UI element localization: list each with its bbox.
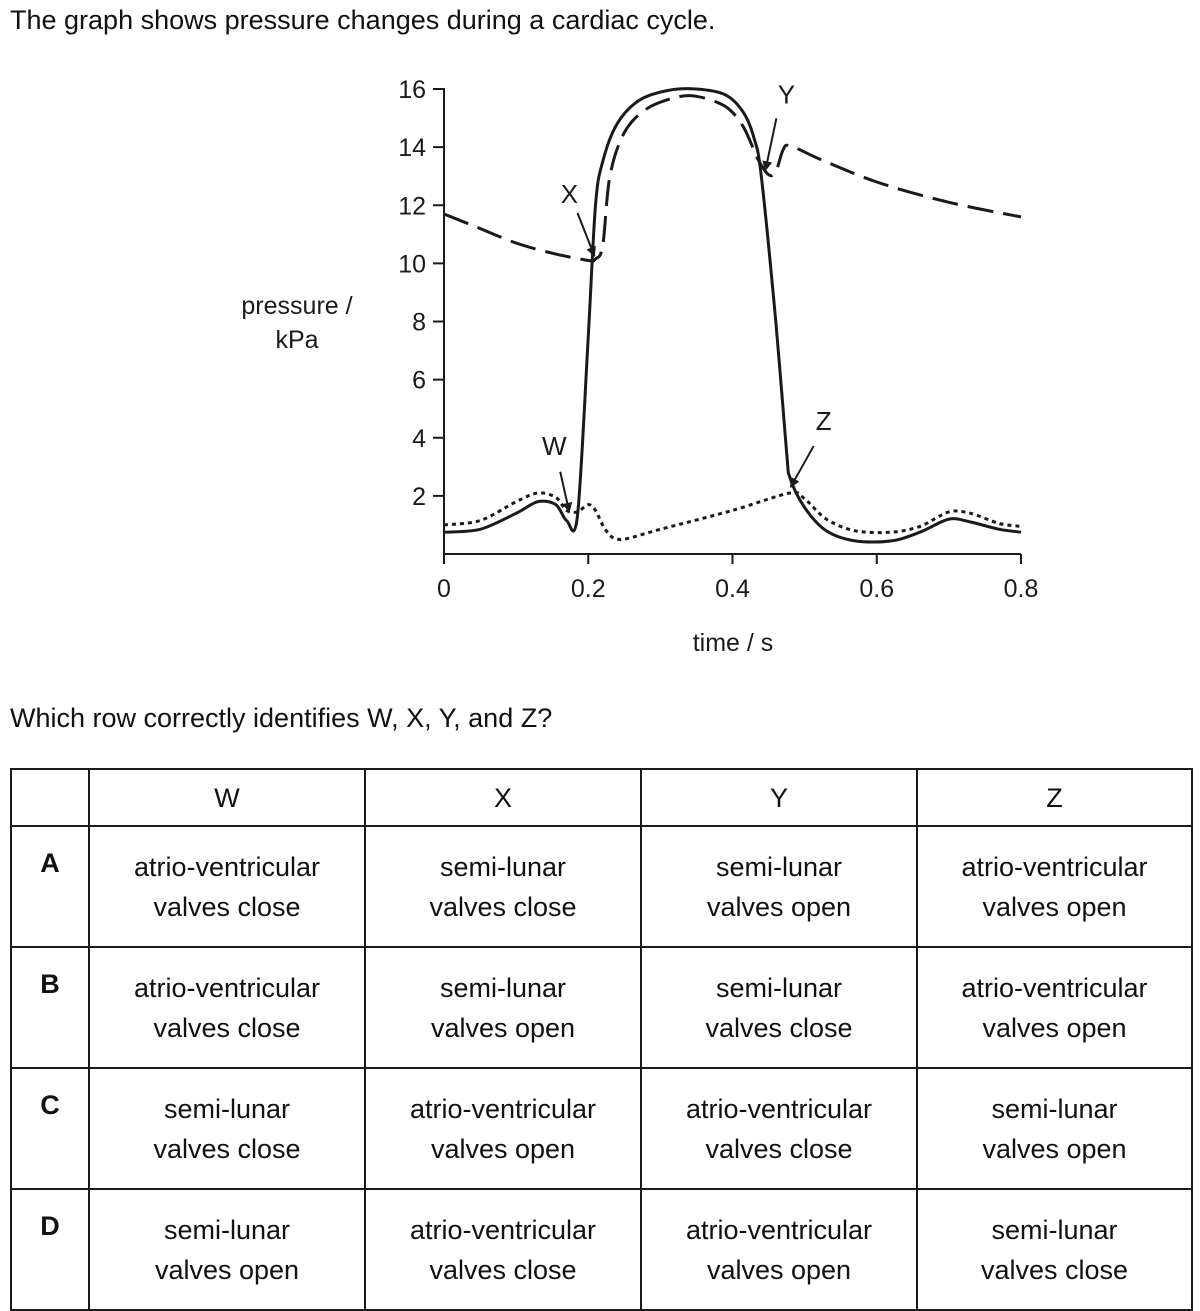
row-c-y: atrio-ventricular valves close — [640, 1067, 918, 1190]
option-label-b: B — [10, 946, 90, 1069]
cell-line: valves close — [153, 891, 301, 922]
row-d-w: semi-lunar valves open — [88, 1188, 366, 1311]
cell-line: semi-lunar — [163, 1214, 291, 1245]
table-header-row: W X Y Z — [10, 768, 1193, 827]
atrium-pressure-line — [443, 491, 1022, 542]
row-c-w: semi-lunar valves close — [88, 1067, 366, 1190]
annotation-label-w: W — [542, 431, 567, 461]
y-tick-label: 12 — [398, 192, 426, 220]
cell-line: semi-lunar — [163, 1093, 291, 1124]
ventricle-pressure-line — [443, 87, 1022, 544]
row-b-y: semi-lunar valves close — [640, 946, 918, 1069]
cell-line: atrio-ventricular — [409, 1093, 597, 1124]
cell-line: semi-lunar — [991, 1093, 1118, 1124]
x-axis-label: time / s — [693, 629, 774, 657]
cell-line: atrio-ventricular — [133, 851, 321, 882]
annotation-arrow-w — [559, 471, 573, 513]
row-d-z: semi-lunar valves close — [916, 1188, 1193, 1311]
x-tick-label: 0.6 — [859, 575, 894, 603]
row-b-z: atrio-ventricular valves open — [916, 946, 1193, 1069]
y-tick-label: 14 — [398, 134, 426, 162]
aorta-pressure-line — [443, 94, 1022, 263]
annotation-label-z: Z — [816, 406, 832, 436]
cell-line: semi-lunar — [991, 1214, 1118, 1245]
cell-line: valves open — [982, 1012, 1127, 1043]
cell-line: semi-lunar — [715, 851, 843, 882]
cell-line: atrio-ventricular — [961, 851, 1148, 882]
cell-line: valves close — [429, 1254, 577, 1285]
row-d-y: atrio-ventricular valves open — [640, 1188, 918, 1311]
y-tick-label: 10 — [398, 250, 426, 278]
y-tick-label: 6 — [412, 367, 426, 395]
table-row-b[interactable]: B atrio-ventricular valves close semi-lun… — [10, 946, 1193, 1069]
cell-line: valves close — [980, 1254, 1129, 1285]
header-x: X — [364, 768, 642, 827]
answer-table: W X Y Z A atrio-ventricular valves close … — [10, 768, 1193, 1311]
row-a-z: atrio-ventricular valves open — [916, 825, 1193, 948]
annotation-arrow-x — [576, 212, 596, 257]
y-tick-label: 8 — [412, 309, 426, 337]
table-row-a[interactable]: A atrio-ventricular valves close semi-lun… — [10, 825, 1193, 948]
y-axis-label-line-2: kPa — [275, 326, 318, 354]
question-text: Which row correctly identifies W, X, Y, … — [10, 703, 553, 733]
cell-line: valves open — [430, 1012, 576, 1043]
x-tick-label: 0.4 — [715, 575, 750, 603]
y-tick-label: 16 — [398, 76, 426, 104]
cell-line: valves close — [429, 891, 577, 922]
cell-line: valves open — [706, 1254, 852, 1285]
header-empty-cell — [10, 768, 90, 827]
row-a-y: semi-lunar valves open — [640, 825, 918, 948]
header-y: Y — [640, 768, 918, 827]
option-label-d: D — [10, 1188, 90, 1311]
chart-annotations: W X Y Z — [542, 79, 832, 513]
cell-line: valves open — [706, 891, 852, 922]
cell-line: atrio-ventricular — [961, 972, 1148, 1003]
row-c-x: atrio-ventricular valves open — [364, 1067, 642, 1190]
header-z: Z — [916, 768, 1193, 827]
cell-line: valves open — [982, 1133, 1127, 1164]
row-b-x: semi-lunar valves open — [364, 946, 642, 1069]
y-axis-label-line-1: pressure / — [241, 292, 352, 320]
pressure-chart: 2 4 6 8 10 12 14 16 0 0.2 0.4 0.6 0.8 W X Y Z pressure … — [241, 76, 1038, 657]
annotation-label-y: Y — [778, 79, 795, 109]
cell-line: atrio-ventricular — [133, 972, 321, 1003]
row-a-w: atrio-ventricular valves close — [88, 825, 366, 948]
row-a-x: semi-lunar valves close — [364, 825, 642, 948]
table-row-d[interactable]: D semi-lunar valves open atrio-ventricula… — [10, 1188, 1193, 1311]
cell-line: valves close — [153, 1133, 301, 1164]
y-tick-label: 4 — [412, 425, 426, 453]
annotation-arrow-z — [789, 445, 815, 488]
y-tick-label: 2 — [412, 483, 426, 511]
cell-line: atrio-ventricular — [685, 1214, 873, 1245]
cell-line: valves close — [705, 1012, 853, 1043]
annotation-arrow-y — [762, 118, 778, 172]
cell-line: valves close — [153, 1012, 301, 1043]
cell-line: atrio-ventricular — [409, 1214, 597, 1245]
x-tick-label: 0 — [437, 575, 451, 603]
option-label-a: A — [10, 825, 90, 948]
cell-line: valves open — [982, 891, 1127, 922]
option-label-c: C — [10, 1067, 90, 1190]
x-tick-label: 0.2 — [571, 575, 606, 603]
annotation-label-x: X — [561, 179, 578, 209]
cell-line: valves close — [705, 1133, 853, 1164]
chart-axes: 2 4 6 8 10 12 14 16 0 0.2 0.4 0.6 0.8 — [398, 76, 1038, 603]
cell-line: semi-lunar — [715, 972, 843, 1003]
row-b-w: atrio-ventricular valves close — [88, 946, 366, 1069]
cell-line: semi-lunar — [439, 851, 567, 882]
table-row-c[interactable]: C semi-lunar valves close atrio-ventricul… — [10, 1067, 1193, 1190]
row-d-x: atrio-ventricular valves close — [364, 1188, 642, 1311]
chart-series — [443, 87, 1022, 544]
x-tick-label: 0.8 — [1004, 575, 1039, 603]
cell-line: valves open — [154, 1254, 300, 1285]
row-c-z: semi-lunar valves open — [916, 1067, 1193, 1190]
cell-line: valves open — [430, 1133, 576, 1164]
intro-text: The graph shows pressure changes during … — [10, 5, 716, 35]
cell-line: semi-lunar — [439, 972, 567, 1003]
cell-line: atrio-ventricular — [685, 1093, 873, 1124]
header-w: W — [88, 768, 366, 827]
